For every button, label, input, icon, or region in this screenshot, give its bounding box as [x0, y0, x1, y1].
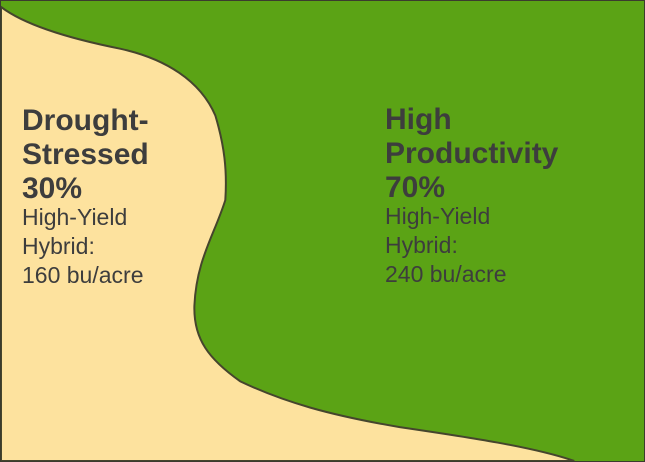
drought-stressed-title: Drought- Stressed 30% [22, 104, 149, 206]
title-line: Productivity [385, 137, 559, 170]
detail-line: High-Yield [385, 203, 491, 229]
detail-line: Hybrid: [385, 232, 458, 258]
detail-line: Hybrid: [22, 233, 95, 259]
detail-line: High-Yield [22, 204, 128, 230]
percent-value: 30% [22, 172, 83, 205]
yield-value: 240 bu/acre [385, 261, 507, 287]
drought-stressed-region-shape [1, 5, 575, 461]
drought-stressed-label: Drought- Stressed 30% High-Yield Hybrid:… [22, 104, 149, 290]
drought-stressed-detail: High-Yield Hybrid: 160 bu/acre [22, 203, 149, 290]
high-productivity-label: High Productivity 70% High-Yield Hybrid:… [385, 103, 558, 289]
high-productivity-title: High Productivity 70% [385, 103, 558, 205]
title-line: High [385, 103, 452, 136]
title-line: Stressed [22, 138, 149, 171]
percent-value: 70% [385, 171, 446, 204]
high-productivity-detail: High-Yield Hybrid: 240 bu/acre [385, 202, 558, 289]
yield-value: 160 bu/acre [22, 262, 144, 288]
title-line: Drought- [22, 104, 149, 137]
